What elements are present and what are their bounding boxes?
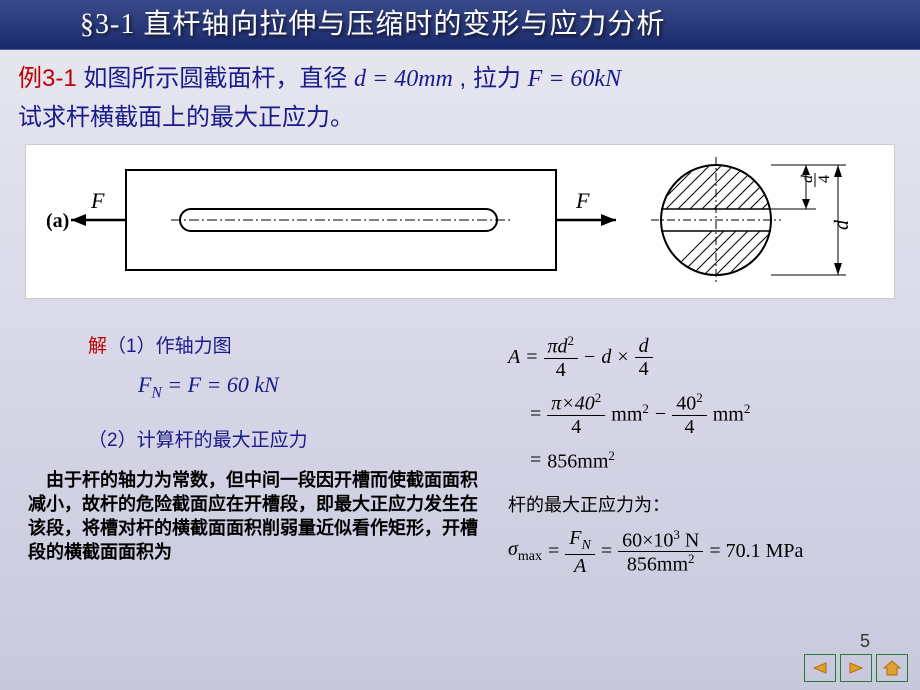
- slide-header: §3-1 直杆轴向拉伸与压缩时的变形与应力分析: [0, 0, 920, 50]
- nav-home-button[interactable]: [876, 654, 908, 682]
- sigma-equation: σmax = FN A = 60×103 N 856mm2 = 70.1 MPa: [508, 527, 892, 576]
- nav-button-bar: [804, 654, 908, 682]
- F-right-label: F: [575, 188, 590, 213]
- problem-text2: , 拉力: [453, 65, 528, 92]
- page-number: 5: [860, 631, 870, 652]
- area-eq-line2: = π×4024 mm2 − 4024 mm2: [530, 391, 892, 438]
- area-eq-line3: = 856mm2: [530, 448, 892, 474]
- FN-equation: FN = F = 60 kN: [138, 372, 488, 402]
- F-equation: F = 60kN: [528, 66, 622, 92]
- F-left-label: F: [90, 188, 105, 213]
- triangle-right-icon: [848, 661, 864, 675]
- nav-prev-button[interactable]: [804, 654, 836, 682]
- nav-next-button[interactable]: [840, 654, 872, 682]
- step2: （2）计算杆的最大正应力: [88, 425, 488, 452]
- dim-d-label: d: [831, 219, 853, 230]
- step1: 解（1）作轴力图: [88, 331, 488, 358]
- subfig-a-label: (a): [46, 210, 69, 232]
- solution-left-column: 解（1）作轴力图 FN = F = 60 kN （2）计算杆的最大正应力 由于杆…: [28, 319, 488, 586]
- max-stress-label: 杆的最大正应力为：: [508, 491, 892, 517]
- diagram-figure: F F (a): [25, 144, 895, 299]
- triangle-left-icon: [812, 661, 828, 675]
- area-eq-line1: A = πd24 − d × d4: [508, 334, 892, 381]
- problem-statement-line2: 试求杆横截面上的最大正应力。: [18, 101, 902, 135]
- d-equation: d = 40mm: [354, 66, 453, 92]
- slide-content: 例3-1 如图所示圆截面杆，直径 d = 40mm , 拉力 F = 60kN …: [0, 50, 920, 587]
- dim-d4-num: d: [799, 174, 816, 183]
- home-icon: [883, 660, 901, 676]
- jie-label: 解: [88, 336, 107, 357]
- solution-right-column: A = πd24 − d × d4 = π×4024 mm2 − 4024 mm…: [508, 319, 892, 586]
- problem-statement-line1: 例3-1 如图所示圆截面杆，直径 d = 40mm , 拉力 F = 60kN: [18, 62, 902, 97]
- diagram-svg: F F (a): [26, 145, 896, 300]
- problem-text1: 如图所示圆截面杆，直径: [77, 65, 354, 92]
- dim-d4-den: 4: [816, 175, 833, 183]
- example-label: 例3-1: [18, 65, 77, 92]
- solution-area: 解（1）作轴力图 FN = F = 60 kN （2）计算杆的最大正应力 由于杆…: [18, 319, 902, 586]
- step1-text: （1）作轴力图: [107, 336, 232, 357]
- explanation-paragraph: 由于杆的轴力为常数，但中间一段因开槽而使截面面积减小，故杆的危险截面应在开槽段，…: [28, 468, 488, 565]
